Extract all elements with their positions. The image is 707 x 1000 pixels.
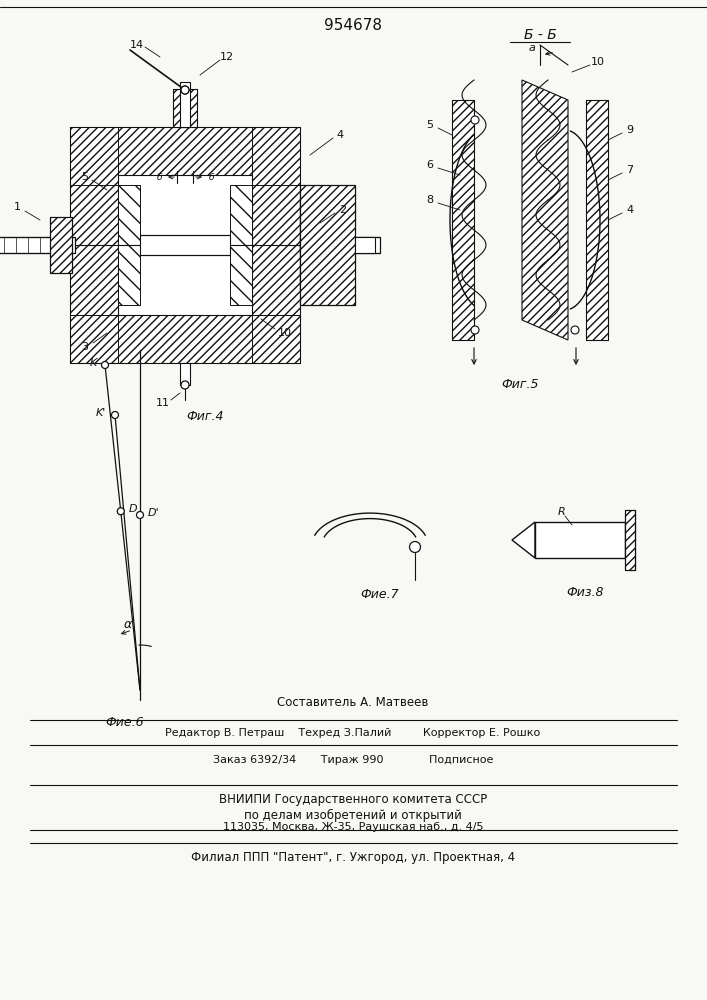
Text: 9: 9 bbox=[626, 125, 633, 135]
Text: Б - Б: Б - Б bbox=[524, 28, 556, 42]
Bar bbox=[300, 237, 380, 253]
Bar bbox=[452, 100, 474, 340]
Text: 3: 3 bbox=[81, 342, 88, 352]
Text: K: K bbox=[89, 358, 97, 368]
Bar bbox=[252, 127, 300, 185]
Circle shape bbox=[471, 326, 479, 334]
Text: Фие.6: Фие.6 bbox=[105, 716, 144, 730]
Bar bbox=[0, 237, 75, 253]
Text: 113035, Москва, Ж-35, Раушская наб., д. 4/5: 113035, Москва, Ж-35, Раушская наб., д. … bbox=[223, 822, 484, 832]
Bar bbox=[300, 200, 330, 290]
Bar bbox=[180, 82, 190, 127]
Text: а: а bbox=[529, 43, 535, 53]
Polygon shape bbox=[522, 80, 568, 340]
Text: 7: 7 bbox=[626, 165, 633, 175]
Text: 14: 14 bbox=[130, 40, 144, 50]
Bar bbox=[50, 217, 72, 273]
Text: 4: 4 bbox=[626, 205, 633, 215]
Text: Составитель А. Матвеев: Составитель А. Матвеев bbox=[277, 696, 428, 708]
Text: по делам изобретений и открытий: по делам изобретений и открытий bbox=[244, 808, 462, 822]
Text: Заказ 6392/34       Тираж 990             Подписное: Заказ 6392/34 Тираж 990 Подписное bbox=[213, 755, 493, 765]
Circle shape bbox=[181, 86, 189, 94]
Text: 10: 10 bbox=[278, 328, 292, 338]
Text: Фиг.4: Фиг.4 bbox=[186, 410, 223, 424]
Circle shape bbox=[471, 116, 479, 124]
Text: 5: 5 bbox=[426, 120, 433, 130]
Bar bbox=[230, 185, 252, 305]
Circle shape bbox=[571, 326, 579, 334]
Bar bbox=[586, 100, 608, 340]
Text: Фие.7: Фие.7 bbox=[361, 588, 399, 601]
Bar bbox=[535, 522, 625, 558]
Bar bbox=[625, 510, 635, 570]
Bar bbox=[355, 237, 375, 253]
Text: 954678: 954678 bbox=[324, 17, 382, 32]
Text: α: α bbox=[124, 618, 132, 632]
Circle shape bbox=[409, 542, 421, 552]
Bar bbox=[252, 175, 300, 315]
Polygon shape bbox=[512, 522, 535, 558]
Bar bbox=[252, 315, 300, 363]
Text: б: б bbox=[156, 172, 162, 182]
Bar bbox=[50, 217, 72, 273]
Bar bbox=[70, 315, 300, 363]
Bar bbox=[118, 185, 140, 305]
Circle shape bbox=[181, 86, 189, 94]
Bar bbox=[70, 175, 118, 315]
Text: D: D bbox=[129, 504, 137, 514]
Bar bbox=[173, 89, 197, 127]
Text: 12: 12 bbox=[220, 52, 234, 62]
Bar bbox=[173, 89, 197, 127]
Text: Фиг.5: Фиг.5 bbox=[501, 378, 539, 391]
Text: 11: 11 bbox=[156, 398, 170, 408]
Text: K': K' bbox=[96, 408, 106, 418]
Bar bbox=[118, 175, 252, 315]
Bar bbox=[300, 185, 355, 305]
Text: 5: 5 bbox=[81, 172, 88, 182]
Circle shape bbox=[181, 381, 189, 389]
Text: б: б bbox=[209, 172, 214, 182]
Bar bbox=[180, 363, 190, 385]
Circle shape bbox=[117, 508, 124, 515]
Text: R: R bbox=[558, 507, 566, 517]
Text: Физ.8: Физ.8 bbox=[566, 585, 604, 598]
Circle shape bbox=[102, 361, 108, 368]
Bar bbox=[70, 315, 118, 363]
Text: 10: 10 bbox=[591, 57, 605, 67]
Bar bbox=[70, 127, 118, 185]
Bar bbox=[625, 510, 635, 570]
Bar bbox=[452, 100, 474, 340]
Text: 1: 1 bbox=[13, 202, 21, 212]
Bar bbox=[140, 235, 230, 255]
Text: 4: 4 bbox=[337, 130, 344, 140]
Text: Филиал ППП "Патент", г. Ужгород, ул. Проектная, 4: Филиал ППП "Патент", г. Ужгород, ул. Про… bbox=[191, 850, 515, 863]
Bar bbox=[300, 200, 330, 290]
Text: ВНИИПИ Государственного комитета СССР: ВНИИПИ Государственного комитета СССР bbox=[219, 794, 487, 806]
Text: 8: 8 bbox=[426, 195, 433, 205]
Text: Редактор В. Петраш    Техред З.Палий         Корректор Е. Рошко: Редактор В. Петраш Техред З.Палий Коррек… bbox=[165, 728, 541, 738]
Circle shape bbox=[136, 512, 144, 518]
Bar bbox=[70, 127, 300, 175]
Text: 2: 2 bbox=[339, 205, 346, 215]
Bar bbox=[586, 100, 608, 340]
Text: 6: 6 bbox=[426, 160, 433, 170]
Text: D': D' bbox=[148, 508, 160, 518]
Bar bbox=[300, 185, 355, 305]
Circle shape bbox=[112, 412, 119, 418]
